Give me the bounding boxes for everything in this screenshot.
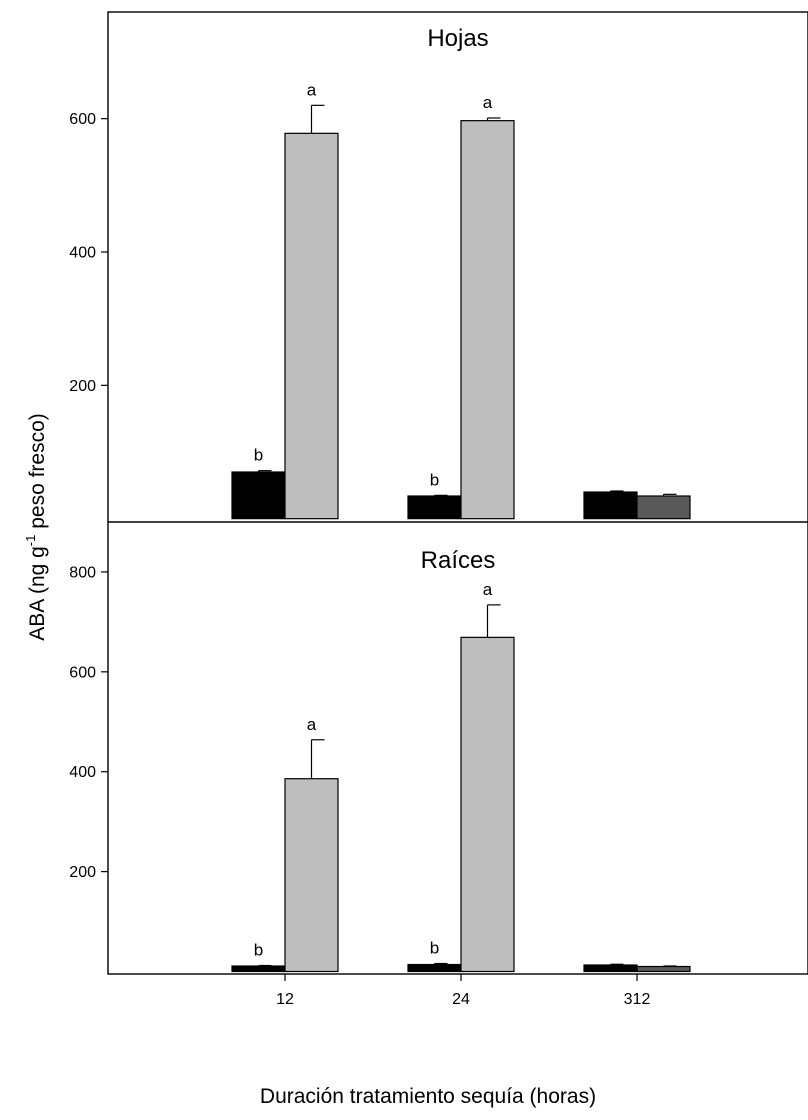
bar [284,132,339,520]
significance-label: a [307,80,317,99]
x-tick-label: 312 [624,991,651,1008]
x-axis-label: Duración tratamiento sequía (horas) [260,1085,596,1108]
x-tick-label: 24 [452,991,470,1008]
significance-label: b [254,941,263,960]
y-tick-label: 800 [69,564,96,581]
x-tick-label: 12 [276,991,294,1008]
significance-label: b [430,939,439,958]
y-tick-label: 600 [69,664,96,681]
y-axis-label: ABA (ng g-1 peso fresco) [23,413,49,641]
significance-label: a [307,715,317,734]
significance-label: a [483,93,493,112]
bar [636,495,691,520]
y-tick-label: 400 [69,764,96,781]
chart-marks: 200 400 600 Hojas b b a a 200 400 600 800 Raíces b b a a… [69,25,691,1008]
y-tick-label: 200 [69,864,96,881]
panel-title: Raíces [421,547,496,574]
y-tick-label: 400 [69,245,96,262]
significance-label: b [430,470,439,489]
bar [231,965,286,973]
bar [407,963,462,973]
bar [583,964,638,973]
plot-frame [107,11,808,975]
significance-label: b [254,446,263,465]
bar [284,778,339,973]
significance-label: a [483,580,493,599]
bar [460,120,515,520]
bar [636,965,691,973]
bar [583,491,638,520]
y-tick-label: 600 [69,111,96,128]
bar [460,636,515,973]
bar [231,471,286,520]
panel-title: Hojas [427,25,488,52]
bar [407,495,462,520]
y-tick-label: 200 [69,378,96,395]
